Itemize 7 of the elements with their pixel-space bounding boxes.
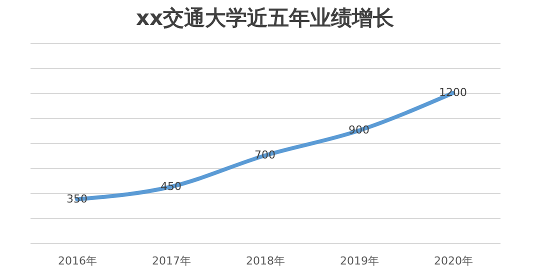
- x-tick-label: 2019年: [340, 254, 379, 268]
- x-tick-label: 2018年: [246, 254, 285, 268]
- chart-title: xx交通大学近五年业绩增长: [136, 6, 396, 30]
- x-tick-label: 2016年: [58, 254, 97, 268]
- data-label: 1200: [439, 86, 467, 99]
- x-tick-label: 2017年: [152, 254, 191, 268]
- x-tick-label: 2020年: [434, 254, 473, 268]
